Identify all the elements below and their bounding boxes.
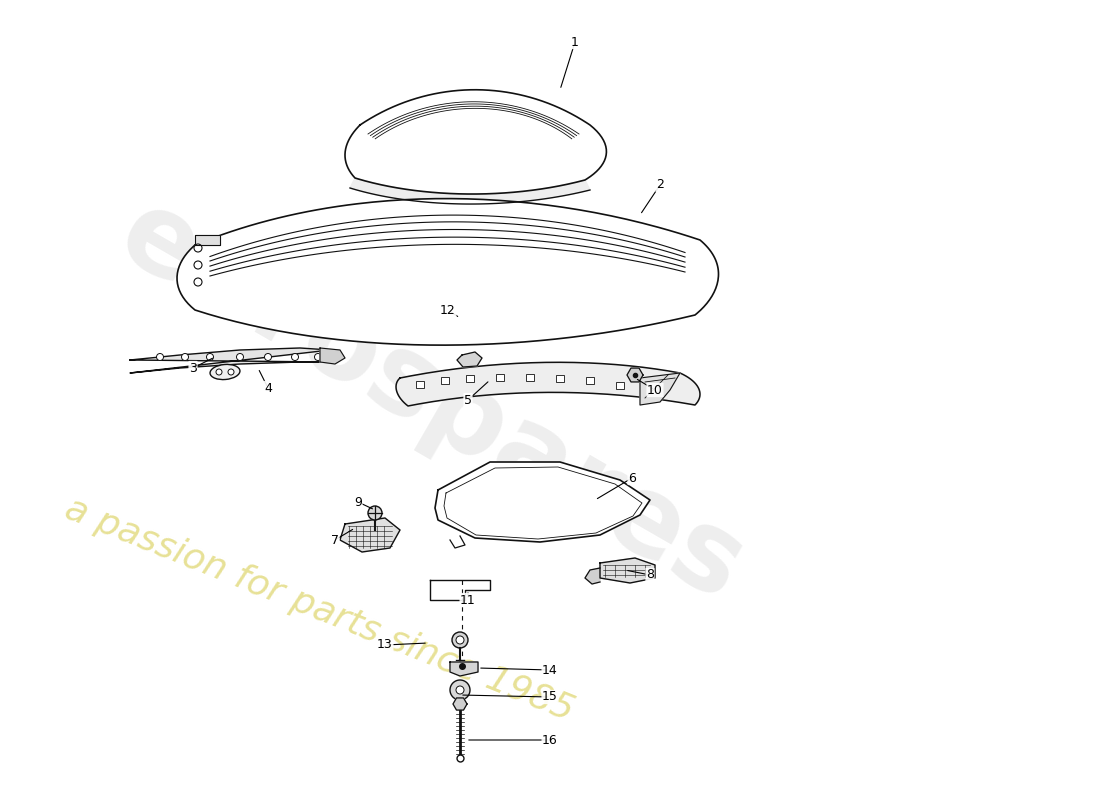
Circle shape [207, 354, 213, 361]
Circle shape [228, 369, 234, 375]
Text: 3: 3 [189, 362, 197, 374]
Circle shape [292, 354, 298, 361]
Text: 4: 4 [264, 382, 272, 394]
Circle shape [182, 354, 188, 361]
Polygon shape [430, 580, 490, 600]
Circle shape [450, 680, 470, 700]
Bar [586, 377, 594, 384]
Polygon shape [320, 348, 345, 364]
Bar [466, 375, 474, 382]
Circle shape [456, 636, 464, 644]
Bar [496, 374, 504, 381]
Bar [616, 382, 624, 389]
Polygon shape [130, 348, 330, 373]
Text: 12: 12 [440, 303, 455, 317]
Circle shape [236, 354, 243, 361]
Text: 8: 8 [646, 569, 654, 582]
Circle shape [194, 261, 202, 269]
Text: 16: 16 [542, 734, 558, 746]
Polygon shape [340, 518, 400, 552]
Circle shape [156, 354, 164, 361]
Polygon shape [453, 698, 468, 710]
Polygon shape [600, 558, 654, 583]
Bar [526, 374, 534, 381]
Bar [441, 377, 449, 384]
Text: eurospares: eurospares [100, 179, 762, 623]
Polygon shape [434, 462, 650, 542]
Circle shape [452, 632, 468, 648]
Text: 2: 2 [656, 178, 664, 191]
Circle shape [368, 506, 382, 520]
Text: 14: 14 [542, 663, 558, 677]
Circle shape [194, 278, 202, 286]
Text: 9: 9 [354, 495, 362, 509]
Circle shape [456, 686, 464, 694]
Text: 6: 6 [628, 471, 636, 485]
Polygon shape [396, 362, 700, 406]
Polygon shape [627, 368, 644, 382]
Text: 1: 1 [571, 35, 579, 49]
Polygon shape [456, 352, 482, 367]
Text: 11: 11 [460, 594, 476, 606]
Polygon shape [350, 178, 590, 204]
Polygon shape [450, 662, 478, 676]
Circle shape [264, 354, 272, 361]
Circle shape [216, 369, 222, 375]
Text: a passion for parts since 1985: a passion for parts since 1985 [60, 491, 579, 727]
Text: 15: 15 [542, 690, 558, 703]
Circle shape [194, 244, 202, 252]
Polygon shape [177, 198, 718, 345]
Polygon shape [195, 235, 220, 245]
Circle shape [315, 354, 321, 361]
Text: 10: 10 [647, 383, 663, 397]
Polygon shape [345, 90, 606, 194]
Bar [556, 375, 564, 382]
Polygon shape [585, 568, 600, 584]
Text: 5: 5 [464, 394, 472, 406]
Bar [416, 381, 424, 388]
Polygon shape [640, 373, 680, 405]
Text: 7: 7 [331, 534, 339, 546]
Text: 13: 13 [377, 638, 393, 651]
Ellipse shape [210, 365, 240, 379]
